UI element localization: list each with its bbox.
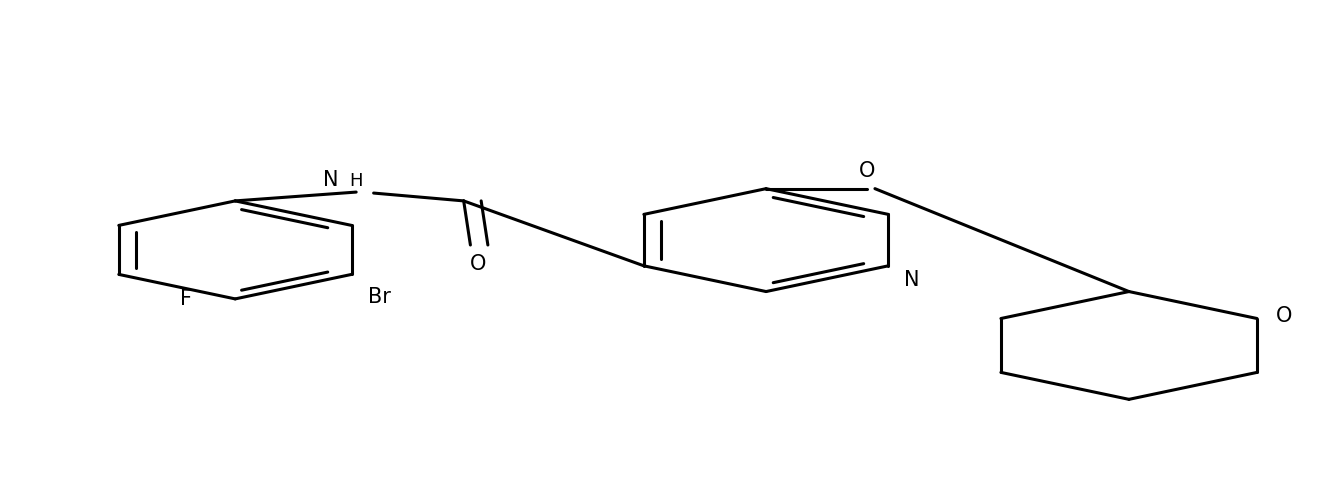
Text: F: F [180, 289, 192, 309]
Text: H: H [349, 172, 363, 190]
Text: O: O [859, 161, 875, 181]
Text: O: O [470, 254, 487, 274]
Text: N: N [905, 270, 919, 290]
Text: Br: Br [368, 287, 391, 307]
Text: N: N [323, 170, 339, 190]
Text: O: O [1275, 306, 1292, 326]
